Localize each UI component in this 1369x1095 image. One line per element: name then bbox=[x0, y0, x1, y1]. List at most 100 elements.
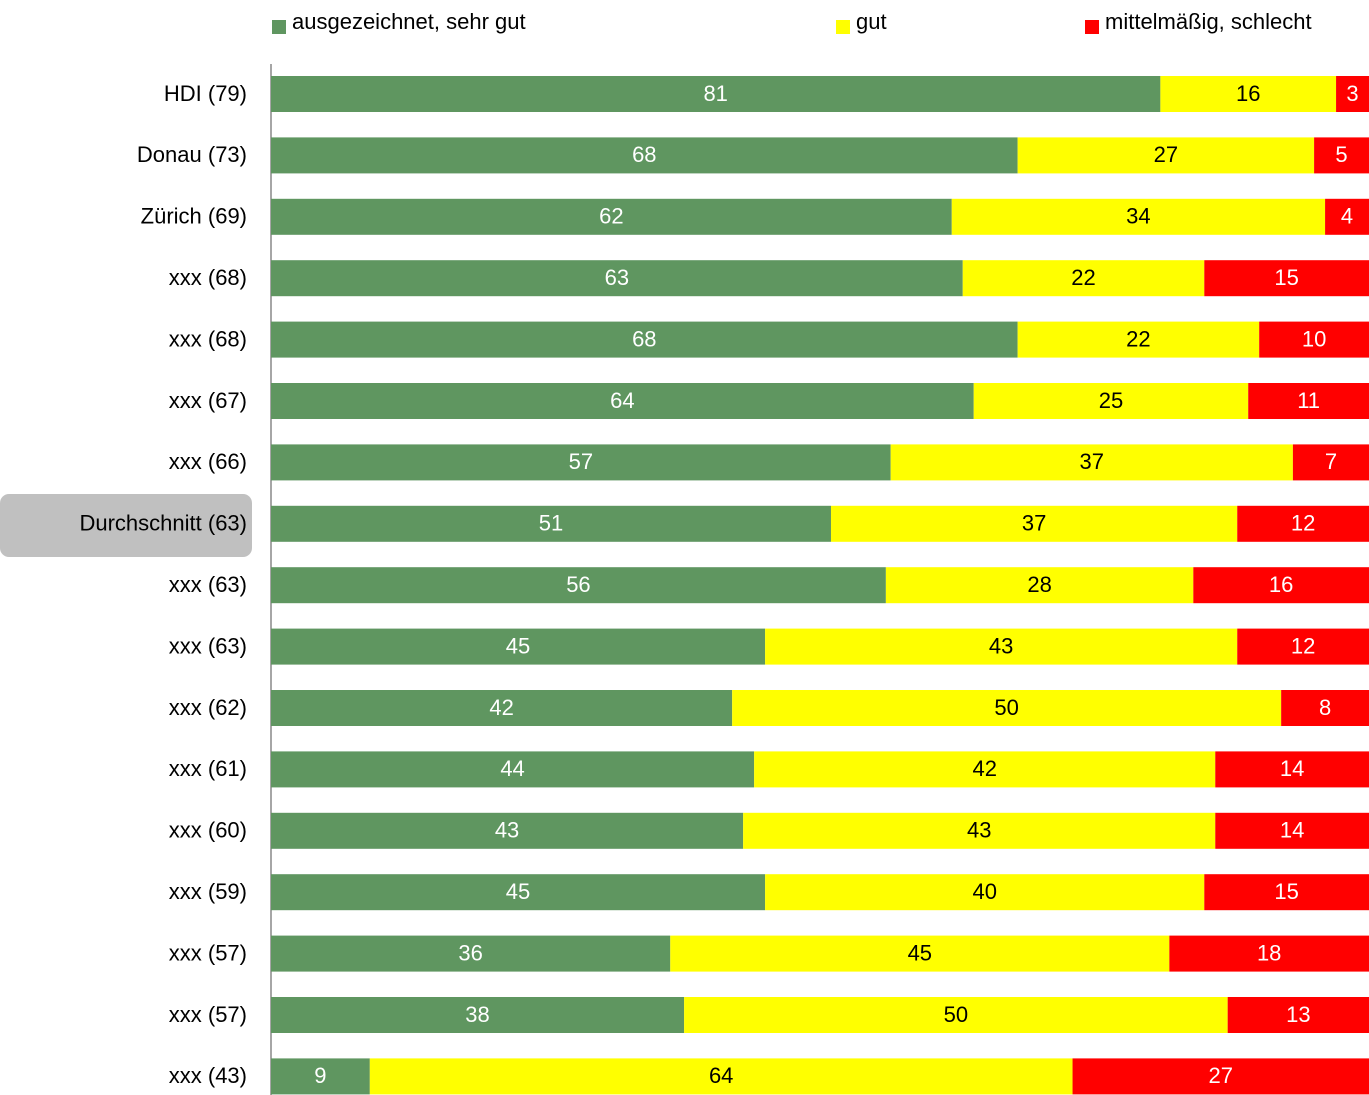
bar-segment bbox=[1072, 1058, 1369, 1095]
bar-segment bbox=[1204, 874, 1369, 911]
bar-segment bbox=[1248, 383, 1369, 419]
bar-segment bbox=[1017, 321, 1260, 358]
bar-segment bbox=[1215, 812, 1369, 849]
data-label: 27 bbox=[1209, 1063, 1233, 1088]
bar-segment bbox=[1237, 628, 1369, 665]
data-label: 43 bbox=[495, 818, 519, 843]
bar-segment bbox=[732, 690, 1282, 726]
bar-segment bbox=[271, 935, 671, 972]
data-label: 37 bbox=[1022, 511, 1046, 536]
data-label: 36 bbox=[458, 940, 482, 965]
bar-segment bbox=[271, 137, 1018, 174]
data-label: 13 bbox=[1286, 1002, 1310, 1027]
data-label: 42 bbox=[489, 695, 513, 720]
data-label: 57 bbox=[569, 449, 593, 474]
bar-segment bbox=[1204, 260, 1369, 297]
data-label: 18 bbox=[1257, 940, 1281, 965]
bar-segment bbox=[743, 812, 1216, 849]
y-tick-label: xxx (60) bbox=[169, 818, 247, 843]
y-tick-label: HDI (79) bbox=[164, 81, 247, 106]
bar-segment bbox=[271, 444, 891, 481]
data-label: 81 bbox=[703, 81, 727, 106]
legend-swatch bbox=[1085, 20, 1099, 34]
y-tick-label: xxx (61) bbox=[169, 756, 247, 781]
data-label: 63 bbox=[605, 265, 629, 290]
bar-segment bbox=[271, 383, 974, 419]
bar-segment bbox=[1314, 137, 1369, 174]
y-tick-label: xxx (67) bbox=[169, 388, 247, 413]
data-label: 22 bbox=[1071, 265, 1095, 290]
data-label: 50 bbox=[994, 695, 1018, 720]
data-label: 43 bbox=[989, 633, 1013, 658]
bar-segment bbox=[271, 260, 963, 297]
bar-segment bbox=[962, 260, 1205, 297]
data-label: 68 bbox=[632, 142, 656, 167]
data-label: 16 bbox=[1269, 572, 1293, 597]
bar-segment bbox=[1336, 76, 1369, 112]
bar-segment bbox=[271, 321, 1018, 358]
bar-segment bbox=[951, 198, 1326, 235]
bar-segment bbox=[890, 444, 1293, 481]
data-label: 15 bbox=[1274, 879, 1298, 904]
bar-segment bbox=[765, 628, 1238, 665]
data-label: 15 bbox=[1274, 265, 1298, 290]
data-label: 37 bbox=[1080, 449, 1104, 474]
highlight-box bbox=[0, 494, 252, 557]
data-label: 64 bbox=[709, 1063, 733, 1088]
y-tick-label: xxx (57) bbox=[169, 1002, 247, 1027]
bar-segment bbox=[271, 1058, 370, 1095]
bar-segment bbox=[1160, 76, 1337, 112]
bar-segment bbox=[754, 751, 1216, 788]
y-tick-label: xxx (62) bbox=[169, 695, 247, 720]
bar-segment bbox=[369, 1058, 1073, 1095]
data-label: 34 bbox=[1126, 204, 1150, 229]
legend-swatch bbox=[836, 20, 850, 34]
bar-segment bbox=[271, 812, 744, 849]
y-tick-label: xxx (68) bbox=[169, 326, 247, 351]
data-label: 38 bbox=[465, 1002, 489, 1027]
bar-segment bbox=[271, 628, 766, 665]
bar-segment bbox=[271, 874, 766, 911]
y-tick-label: Durchschnitt (63) bbox=[79, 511, 247, 536]
data-label: 10 bbox=[1302, 326, 1326, 351]
data-label: 8 bbox=[1319, 695, 1331, 720]
bar-segment bbox=[1259, 321, 1369, 358]
data-label: 27 bbox=[1154, 142, 1178, 167]
data-label: 11 bbox=[1297, 388, 1320, 413]
y-tick-label: xxx (63) bbox=[169, 572, 247, 597]
data-label: 40 bbox=[972, 879, 996, 904]
y-tick-label: xxx (68) bbox=[169, 265, 247, 290]
bar-segment bbox=[1017, 137, 1315, 174]
bar-segment bbox=[684, 997, 1228, 1033]
bar-segment bbox=[271, 505, 831, 542]
data-label: 62 bbox=[599, 204, 623, 229]
y-tick-label: xxx (59) bbox=[169, 879, 247, 904]
bar-segment bbox=[1193, 567, 1369, 604]
data-label: 45 bbox=[506, 879, 530, 904]
data-label: 5 bbox=[1335, 142, 1347, 167]
data-label: 3 bbox=[1346, 81, 1358, 106]
data-label: 16 bbox=[1236, 81, 1260, 106]
bar-segment bbox=[1292, 444, 1369, 481]
data-label: 9 bbox=[314, 1063, 326, 1088]
bar-segment bbox=[670, 935, 1170, 972]
y-tick-label: xxx (57) bbox=[169, 940, 247, 965]
bar-segment bbox=[830, 505, 1238, 542]
data-label: 44 bbox=[500, 756, 524, 781]
bar-segment bbox=[271, 76, 1161, 112]
data-label: 43 bbox=[967, 818, 991, 843]
y-tick-label: xxx (66) bbox=[169, 449, 247, 474]
legend-swatch bbox=[272, 20, 286, 34]
data-label: 25 bbox=[1099, 388, 1123, 413]
legend-label: gut bbox=[856, 9, 887, 34]
bar-segment bbox=[1227, 997, 1369, 1033]
data-label: 7 bbox=[1325, 449, 1337, 474]
legend-label: ausgezeichnet, sehr gut bbox=[292, 9, 526, 34]
bar-segment bbox=[271, 567, 886, 604]
bar-segment bbox=[1237, 505, 1369, 542]
data-label: 4 bbox=[1341, 204, 1353, 229]
bar-segment bbox=[1325, 198, 1369, 235]
y-tick-label: Zürich (69) bbox=[141, 204, 247, 229]
